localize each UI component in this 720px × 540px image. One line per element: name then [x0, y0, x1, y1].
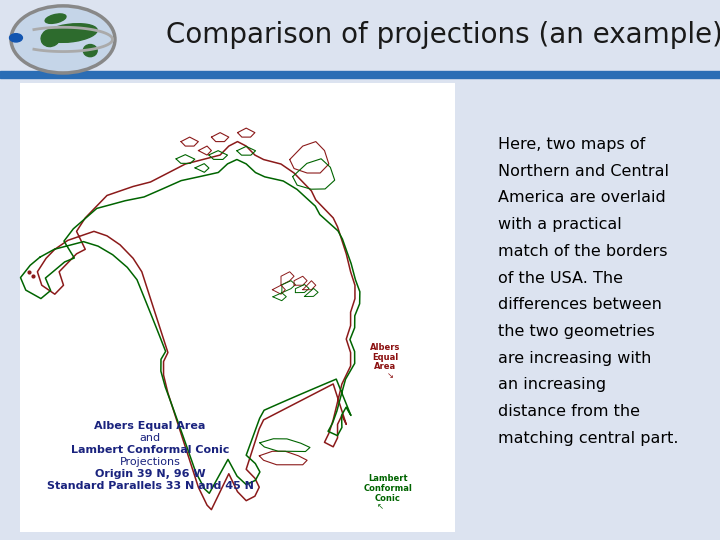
Text: of the USA. The: of the USA. The — [498, 271, 623, 286]
Text: Conic: Conic — [375, 494, 401, 503]
Text: and: and — [140, 433, 161, 443]
Text: America are overlaid: America are overlaid — [498, 191, 666, 205]
Text: Northern and Central: Northern and Central — [498, 164, 669, 179]
Ellipse shape — [44, 24, 97, 42]
Text: Projections: Projections — [120, 457, 181, 467]
Text: match of the borders: match of the borders — [498, 244, 667, 259]
Text: matching central part.: matching central part. — [498, 431, 678, 445]
Text: with a practical: with a practical — [498, 217, 622, 232]
Text: Albers: Albers — [370, 343, 400, 352]
Text: Here, two maps of: Here, two maps of — [498, 137, 645, 152]
Text: Standard Parallels 33 N and 45 N: Standard Parallels 33 N and 45 N — [47, 481, 253, 491]
Text: differences between: differences between — [498, 297, 662, 312]
Circle shape — [14, 8, 112, 71]
Circle shape — [9, 33, 22, 42]
Ellipse shape — [84, 44, 97, 57]
Bar — [20, 83, 455, 532]
Text: ↖: ↖ — [377, 502, 384, 511]
Text: ↘: ↘ — [387, 371, 394, 380]
Ellipse shape — [41, 29, 60, 46]
Text: an increasing: an increasing — [498, 377, 606, 392]
Text: Conformal: Conformal — [364, 484, 413, 493]
Text: the two geometries: the two geometries — [498, 324, 654, 339]
Ellipse shape — [45, 14, 66, 23]
Text: Origin 39 N, 96 W: Origin 39 N, 96 W — [95, 469, 205, 479]
Text: Area: Area — [374, 362, 396, 372]
Text: Albers Equal Area: Albers Equal Area — [94, 421, 206, 431]
Text: distance from the: distance from the — [498, 404, 640, 419]
Bar — [0, 71, 720, 78]
Text: Lambert: Lambert — [368, 474, 408, 483]
Text: are increasing with: are increasing with — [498, 350, 652, 366]
Text: Equal: Equal — [372, 353, 398, 362]
Text: Lambert Conformal Conic: Lambert Conformal Conic — [71, 445, 229, 455]
Text: Comparison of projections (an example): Comparison of projections (an example) — [166, 21, 720, 49]
